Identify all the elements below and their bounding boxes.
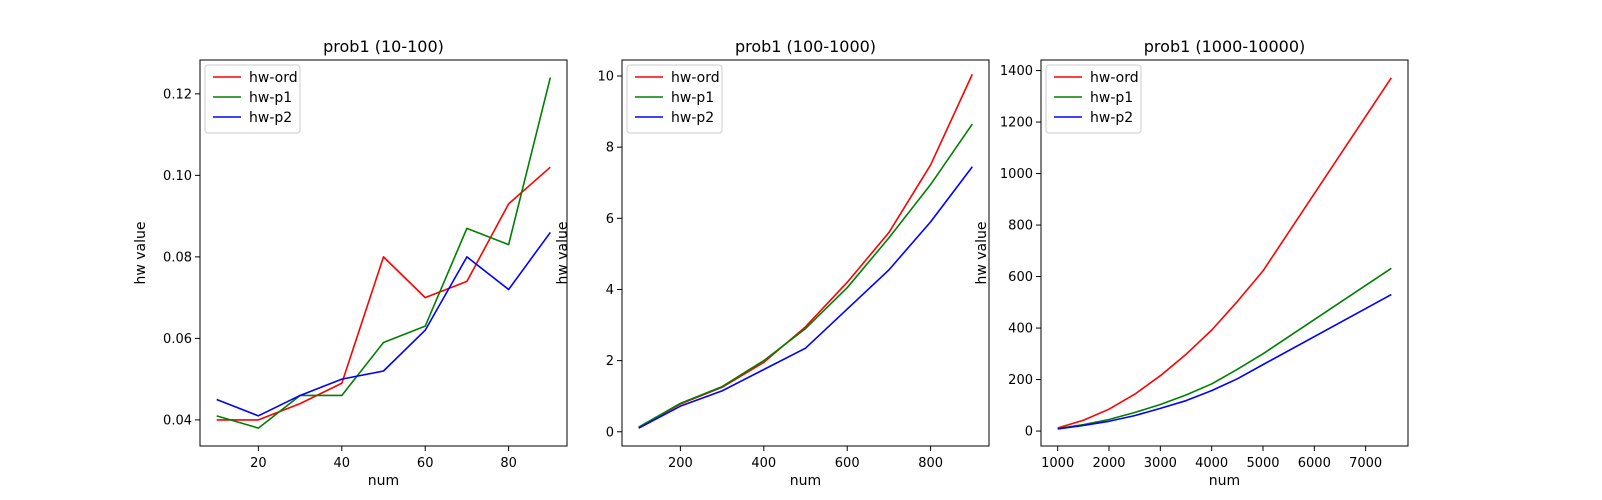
x-tick-label: 40 — [334, 456, 351, 471]
legend-label: hw-ord — [249, 70, 298, 86]
series-line-hw-ord — [216, 166, 551, 421]
y-axis-label: hw value — [974, 221, 990, 284]
legend-label: hw-ord — [671, 70, 720, 86]
legend-box — [204, 64, 301, 134]
legend-label: hw-p1 — [671, 90, 714, 106]
plot-frame — [199, 59, 568, 447]
y-tick-label: 1400 — [1000, 64, 1033, 79]
x-tick-label: 80 — [500, 456, 517, 471]
y-tick-label: 1000 — [1000, 167, 1033, 182]
y-tick-label: 2 — [606, 354, 614, 369]
x-tick-label: 200 — [668, 456, 693, 471]
chart-panel-1: prob1 (10-100) 20 40 60 80 0.04 0.06 0.08 0.10 0.… — [133, 37, 568, 489]
legend-label: hw-p2 — [249, 110, 292, 126]
legend: hw-ord hw-p1 hw-p2 — [204, 64, 301, 134]
legend: hw-ord hw-p1 hw-p2 — [1045, 64, 1142, 134]
legend: hw-ord hw-p1 hw-p2 — [626, 64, 723, 134]
y-axis-label: hw value — [555, 221, 571, 284]
y-tick-label: 8 — [606, 141, 614, 156]
x-tick-label: 3000 — [1144, 456, 1177, 471]
x-tick-label: 6000 — [1298, 456, 1331, 471]
y-tick-label: 200 — [1008, 373, 1033, 388]
series-line-hw-p1 — [216, 77, 552, 429]
y-tick-label: 0.12 — [163, 87, 192, 102]
chart-panel-3: prob1 (1000-10000)1000 2000 3000 4000 5000 60… — [974, 37, 1409, 489]
y-tick-label: 800 — [1008, 219, 1033, 234]
x-tick-label: 800 — [918, 456, 943, 471]
x-tick-label: 4000 — [1195, 456, 1228, 471]
x-axis-label: num — [790, 473, 821, 489]
x-axis-label: num — [368, 473, 399, 489]
legend-label: hw-p1 — [1090, 90, 1133, 106]
series-line-hw-p2 — [1057, 293, 1392, 430]
chart-panel-2: prob1 (100-1000) 200 400 600 800 0 2 4 6 8 10 num hw… — [555, 37, 990, 489]
x-tick-label: 1000 — [1041, 456, 1074, 471]
x-tick-label: 60 — [417, 456, 434, 471]
x-axis-label: num — [1209, 473, 1240, 489]
y-tick-label: 0 — [1025, 425, 1033, 440]
y-tick-label: 600 — [1008, 270, 1033, 285]
legend-label: hw-ord — [1090, 70, 1139, 86]
y-tick-label: 0.08 — [163, 250, 192, 265]
x-tick-label: 2000 — [1092, 456, 1125, 471]
legend-box — [626, 64, 723, 134]
chart-title: prob1 (1000-10000) — [1144, 37, 1305, 56]
x-tick-label: 5000 — [1246, 456, 1279, 471]
x-tick-label: 7000 — [1349, 456, 1382, 471]
legend-label: hw-p2 — [1090, 110, 1133, 126]
plot-frame — [621, 59, 990, 447]
plot-frame — [1040, 59, 1409, 447]
y-tick-label: 0.06 — [163, 332, 192, 347]
legend-label: hw-p1 — [249, 90, 292, 106]
series-line-hw-p2 — [638, 166, 973, 429]
legend-box — [1045, 64, 1142, 134]
chart-title: prob1 (100-1000) — [735, 37, 876, 56]
y-tick-label: 4 — [606, 283, 614, 298]
y-tick-label: 0.10 — [163, 169, 192, 184]
x-tick-label: 400 — [751, 456, 776, 471]
series-line-hw-p1 — [638, 123, 973, 428]
x-tick-label: 20 — [250, 456, 267, 471]
legend-label: hw-p2 — [671, 110, 714, 126]
y-tick-label: 10 — [597, 70, 614, 85]
series-line-hw-ord — [1057, 77, 1392, 429]
y-tick-label: 400 — [1008, 322, 1033, 337]
y-tick-label: 0 — [606, 425, 614, 440]
x-tick-label: 600 — [835, 456, 860, 471]
series-line-hw-p1 — [1057, 267, 1392, 430]
chart-title: prob1 (10-100) — [323, 37, 444, 56]
y-tick-label: 0.04 — [163, 413, 192, 428]
series-line-hw-p2 — [216, 231, 551, 417]
y-tick-label: 1200 — [1000, 116, 1033, 131]
y-axis-label: hw value — [133, 221, 149, 284]
y-tick-label: 6 — [606, 212, 614, 227]
